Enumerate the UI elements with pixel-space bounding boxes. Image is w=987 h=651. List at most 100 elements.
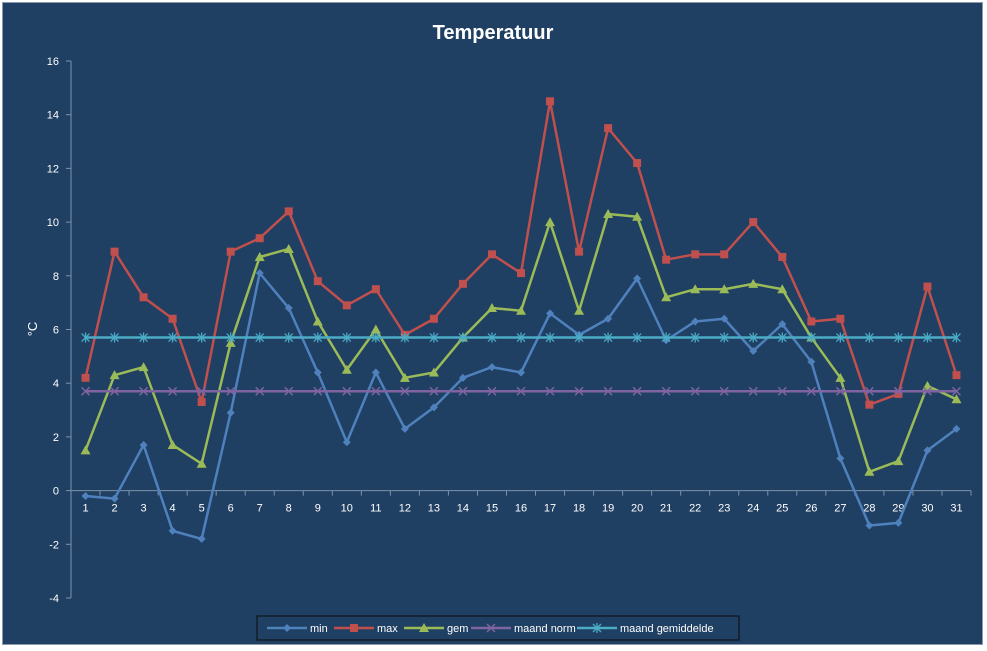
data-point-maand-norm	[226, 386, 236, 396]
legend-marker-min	[283, 624, 291, 632]
data-point-max	[487, 250, 496, 259]
data-point-max	[110, 247, 119, 256]
data-point-max	[429, 314, 438, 323]
data-point-min	[807, 357, 816, 366]
data-point-maand-norm	[313, 386, 323, 396]
data-point-max	[604, 124, 613, 133]
data-point-maand-norm	[197, 386, 207, 396]
data-point-gem	[632, 211, 643, 221]
data-point-gem	[486, 303, 497, 313]
data-point-gem	[545, 217, 556, 227]
data-point-maand-gemiddelde	[429, 332, 439, 343]
data-point-maand-gemiddelde	[545, 332, 555, 343]
data-point-maand-gemiddelde	[632, 332, 642, 343]
data-point-maand-norm	[922, 386, 932, 396]
x-tick-label: 12	[399, 503, 411, 515]
x-tick-label: 18	[573, 503, 585, 515]
x-tick-label: 28	[863, 503, 875, 515]
x-tick-label: 23	[718, 503, 730, 515]
data-point-maand-norm	[516, 386, 526, 396]
data-point-min	[110, 494, 119, 503]
data-point-min	[487, 363, 496, 372]
data-point-min	[255, 269, 264, 278]
y-tick-label: 12	[47, 163, 59, 175]
data-point-maand-gemiddelde	[952, 332, 961, 343]
data-point-max	[371, 285, 380, 294]
x-tick-label: 3	[141, 503, 147, 515]
data-point-min	[923, 446, 932, 455]
x-tick-label: 20	[631, 503, 643, 515]
legend-box	[256, 615, 740, 641]
data-point-maand-gemiddelde	[835, 332, 845, 343]
data-point-min	[168, 526, 177, 535]
data-point-max	[633, 159, 642, 168]
x-tick-label: 29	[892, 503, 904, 515]
legend-marker-maand-norm	[486, 623, 496, 633]
data-point-maand-norm	[110, 386, 120, 396]
data-point-maand-gemiddelde	[284, 332, 294, 343]
data-point-max	[517, 269, 525, 278]
data-point-min	[749, 346, 758, 355]
data-point-max	[139, 293, 148, 302]
data-point-maand-norm	[545, 386, 555, 396]
data-point-gem	[254, 252, 265, 262]
data-point-max	[749, 218, 758, 227]
legend-marker-maand-gemiddelde	[592, 623, 602, 633]
legend-marker-gem	[419, 623, 429, 632]
data-point-max	[894, 389, 903, 398]
data-point-gem	[603, 209, 614, 219]
legend-label-gem: gem	[447, 623, 468, 635]
data-point-max	[546, 97, 555, 106]
data-point-maand-gemiddelde	[197, 332, 207, 343]
data-point-maand-gemiddelde	[168, 332, 178, 343]
data-point-maand-gemiddelde	[893, 332, 903, 343]
data-point-max	[226, 247, 235, 256]
data-point-maand-gemiddelde	[806, 332, 816, 343]
data-point-gem	[922, 380, 933, 390]
data-point-maand-norm	[835, 386, 845, 396]
data-point-maand-gemiddelde	[81, 332, 90, 343]
data-point-maand-norm	[429, 386, 439, 396]
legend-marker-max	[350, 624, 358, 632]
x-tick-label: 9	[315, 503, 321, 515]
data-point-max	[168, 314, 177, 323]
data-point-gem	[109, 370, 120, 380]
y-tick-label: 0	[53, 486, 59, 498]
data-point-maand-norm	[284, 386, 294, 396]
chart-title: Temperatuur	[433, 22, 554, 44]
data-point-maand-norm	[893, 386, 903, 396]
y-tick-label: 6	[53, 325, 59, 337]
data-point-min	[633, 274, 642, 283]
data-point-min	[604, 314, 613, 323]
x-tick-label: 15	[486, 503, 498, 515]
data-point-maand-norm	[806, 386, 816, 396]
data-point-maand-gemiddelde	[487, 332, 497, 343]
data-point-max	[720, 250, 729, 259]
x-tick-label: 31	[950, 503, 962, 515]
data-point-maand-norm	[80, 386, 91, 396]
x-tick-label: 19	[602, 503, 614, 515]
data-point-maand-gemiddelde	[226, 332, 236, 343]
data-point-max	[575, 247, 584, 256]
x-tick-label: 22	[689, 503, 701, 515]
x-tick-label: 8	[286, 503, 292, 515]
series-layer	[80, 97, 962, 543]
series-max	[81, 97, 961, 409]
data-point-min	[342, 438, 351, 447]
data-point-maand-norm	[139, 386, 149, 396]
data-point-maand-norm	[371, 386, 381, 396]
data-point-min	[720, 314, 729, 323]
data-point-gem	[864, 466, 875, 476]
y-tick-label: 16	[47, 56, 59, 68]
data-point-maand-norm	[168, 386, 178, 396]
data-point-min	[139, 440, 148, 449]
data-point-max	[255, 234, 264, 243]
data-point-maand-gemiddelde	[371, 332, 381, 343]
data-point-min	[371, 368, 380, 377]
data-point-maand-norm	[458, 386, 468, 396]
data-point-maand-gemiddelde	[922, 332, 932, 343]
data-point-maand-norm	[603, 386, 613, 396]
data-point-maand-gemiddelde	[516, 332, 526, 343]
data-point-maand-gemiddelde	[777, 332, 787, 343]
